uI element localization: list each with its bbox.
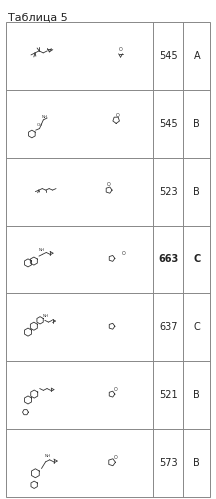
- Text: 545: 545: [159, 51, 178, 61]
- Text: 523: 523: [159, 187, 178, 197]
- Text: 521: 521: [159, 390, 178, 400]
- Text: B: B: [193, 187, 200, 197]
- Text: O: O: [115, 113, 119, 118]
- Text: NH: NH: [45, 454, 51, 458]
- Text: 573: 573: [159, 458, 178, 468]
- Text: O: O: [119, 47, 122, 52]
- Text: A: A: [193, 51, 200, 61]
- Text: OH: OH: [36, 123, 43, 127]
- Text: C: C: [193, 322, 200, 332]
- Text: 637: 637: [159, 322, 177, 332]
- Text: NH: NH: [43, 314, 49, 318]
- Text: 545: 545: [159, 119, 178, 129]
- Text: O: O: [107, 182, 111, 187]
- Text: 663: 663: [158, 254, 178, 264]
- Text: O: O: [114, 455, 118, 460]
- Text: O: O: [122, 251, 125, 256]
- Text: B: B: [193, 390, 200, 400]
- Text: NH: NH: [39, 248, 45, 251]
- Text: O: O: [114, 387, 117, 392]
- Text: NH: NH: [41, 115, 48, 119]
- Text: Таблица 5: Таблица 5: [8, 13, 68, 23]
- Text: C: C: [193, 254, 200, 264]
- Text: B: B: [193, 119, 200, 129]
- Text: B: B: [193, 458, 200, 468]
